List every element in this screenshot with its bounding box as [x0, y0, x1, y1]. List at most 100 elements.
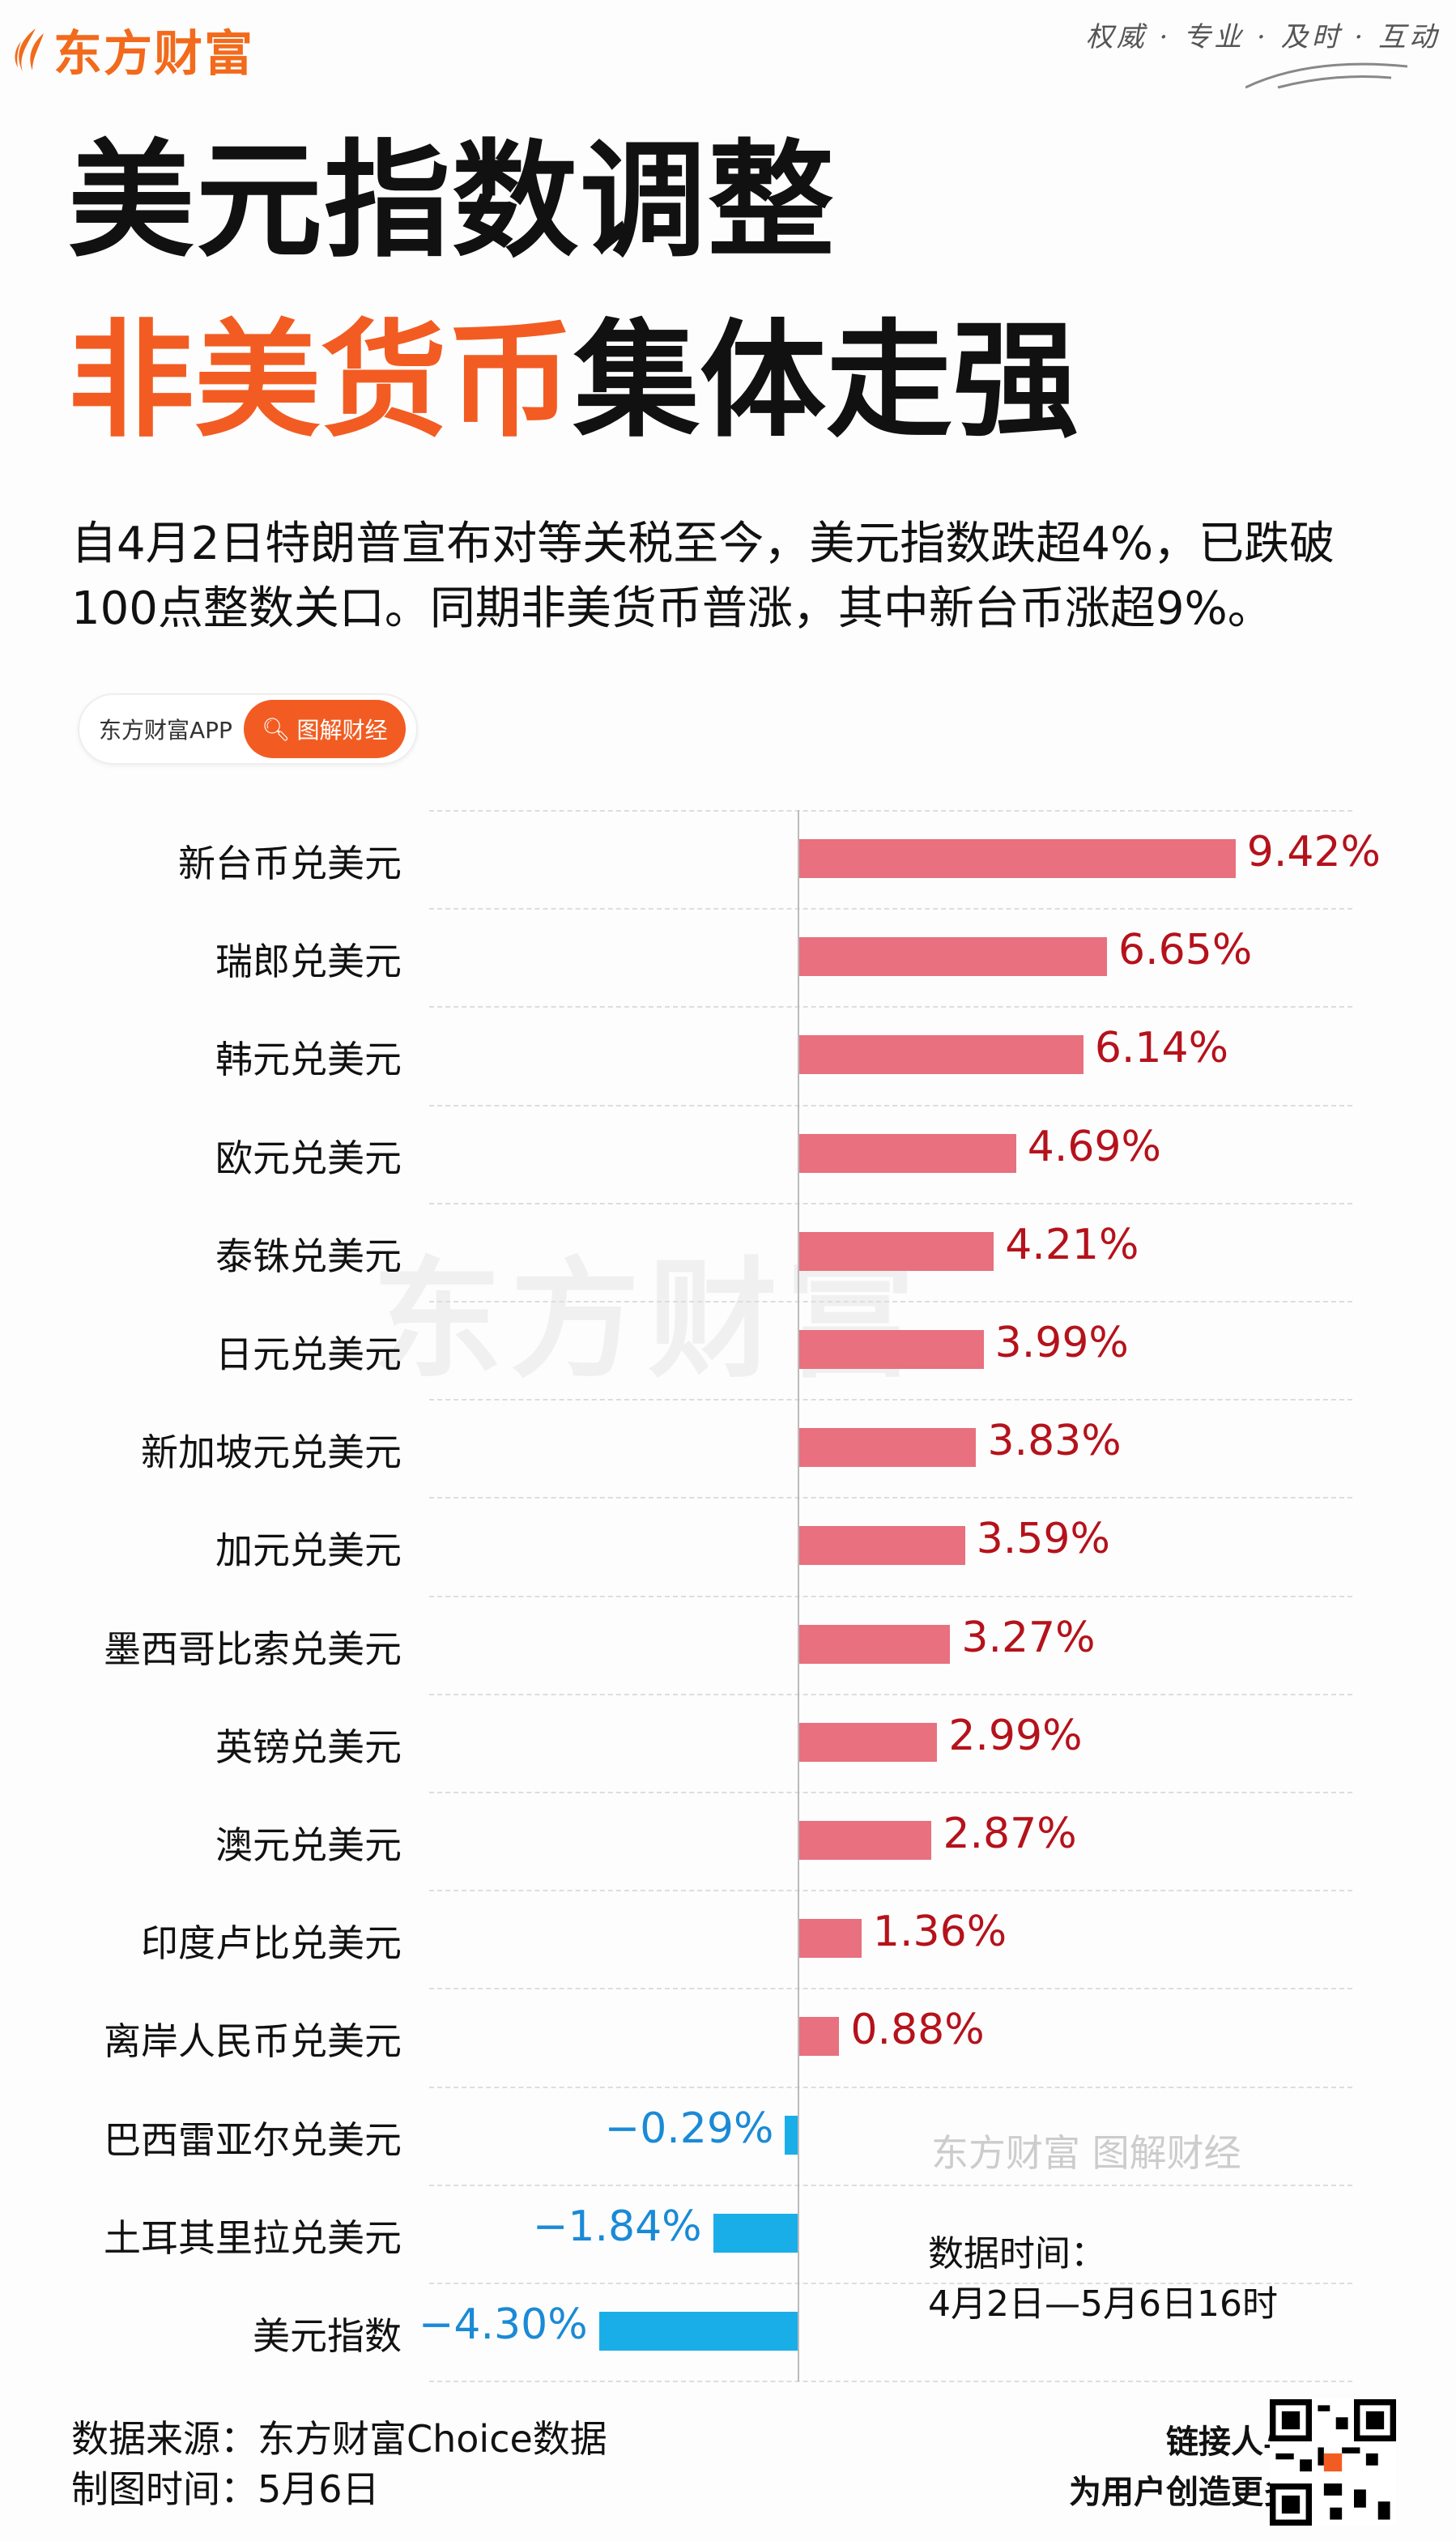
category-label: 瑞郎兑美元: [215, 940, 402, 984]
qr-code-icon[interactable]: [1270, 2398, 1396, 2527]
value-label: 9.42%: [1246, 828, 1381, 876]
chart-row: 韩元兑美元 6.14%: [0, 1006, 1456, 1104]
category-label: 加元兑美元: [215, 1528, 402, 1573]
category-label: 巴西雷亚尔兑美元: [104, 2117, 402, 2162]
swoosh-decoration: [1245, 62, 1407, 89]
category-label: 印度卢比兑美元: [141, 1921, 402, 1966]
chart-row: 美元指数 −4.30%: [0, 2283, 1456, 2381]
gridline: [429, 1006, 1352, 1008]
value-label: 2.99%: [948, 1711, 1083, 1760]
watermark-small: 东方财富 图解财经: [931, 2131, 1241, 2175]
data-source: 数据来源：东方财富Choice数据: [71, 2417, 607, 2461]
value-label: −1.84%: [532, 2202, 702, 2251]
gridline: [429, 1988, 1352, 1990]
bar: [798, 1919, 862, 1959]
bar: [798, 937, 1108, 977]
search-button[interactable]: 🔍︎ 图解财经: [243, 700, 406, 758]
footer-left: 数据来源：东方财富Choice数据 制图时间：5月6日: [71, 2414, 607, 2514]
gridline: [429, 1399, 1352, 1401]
bar: [798, 1231, 994, 1271]
value-label: −4.30%: [418, 2300, 588, 2349]
category-label: 土耳其里拉兑美元: [104, 2215, 402, 2260]
bar: [798, 1624, 951, 1664]
category-label: 墨西哥比索兑美元: [104, 1626, 402, 1671]
bar: [785, 2115, 798, 2155]
gridline: [429, 1202, 1352, 1204]
chart-row: 日元兑美元 3.99%: [0, 1301, 1456, 1399]
app-name: 东方财富APP: [99, 717, 232, 744]
bar: [798, 1035, 1083, 1075]
chart-row: 加元兑美元 3.59%: [0, 1497, 1456, 1595]
chart-row: 英镑兑美元 2.99%: [0, 1693, 1456, 1792]
value-label: 3.27%: [961, 1613, 1096, 1662]
chart-row: 新台币兑美元 9.42%: [0, 810, 1456, 908]
gridline: [429, 2381, 1352, 2383]
brand-name: 东方财富: [53, 26, 254, 83]
chart-row: 离岸人民币兑美元 0.88%: [0, 1988, 1456, 2086]
app-search-pill[interactable]: 东方财富APP 🔍︎ 图解财经: [78, 693, 418, 765]
category-label: 欧元兑美元: [215, 1136, 402, 1180]
zero-axis: [798, 810, 799, 2381]
category-label: 泰铢兑美元: [215, 1234, 402, 1278]
category-label: 美元指数: [253, 2314, 402, 2358]
made-date: 制图时间：5月6日: [71, 2467, 380, 2511]
value-label: 2.87%: [943, 1810, 1077, 1858]
search-label: 图解财经: [296, 717, 388, 744]
title-line1: 美元指数调整: [68, 127, 836, 275]
category-label: 日元兑美元: [215, 1332, 402, 1376]
chart-row: 墨西哥比索兑美元 3.27%: [0, 1595, 1456, 1694]
value-label: 4.21%: [1005, 1220, 1139, 1269]
chart-row: 泰铢兑美元 4.21%: [0, 1202, 1456, 1301]
category-label: 新台币兑美元: [178, 842, 402, 885]
bar: [798, 1722, 938, 1762]
data-time-value: 4月2日—5月6日16时: [928, 2283, 1278, 2325]
title-highlight: 非美货币: [68, 307, 573, 454]
value-label: 3.59%: [976, 1515, 1110, 1564]
brand-logo: 东方财富: [11, 15, 254, 85]
data-time-label: 数据时间：: [928, 2233, 1106, 2275]
value-label: −0.29%: [604, 2104, 774, 2153]
data-time: 数据时间： 4月2日—5月6日16时: [928, 2229, 1278, 2330]
chart-row: 澳元兑美元 2.87%: [0, 1792, 1456, 1890]
gridline: [429, 1104, 1352, 1106]
gridline: [429, 2283, 1352, 2284]
value-label: 6.14%: [1094, 1024, 1229, 1073]
value-label: 3.99%: [994, 1319, 1129, 1367]
chart-row: 欧元兑美元 4.69%: [0, 1104, 1456, 1203]
category-label: 新加坡元兑美元: [141, 1430, 402, 1475]
category-label: 英镑兑美元: [215, 1725, 402, 1769]
search-icon: 🔍︎: [261, 715, 291, 743]
bar: [798, 1133, 1016, 1173]
chart-row: 巴西雷亚尔兑美元 −0.29%: [0, 2086, 1456, 2185]
value-label: 4.69%: [1027, 1122, 1161, 1171]
gridline: [429, 1890, 1352, 1892]
gridline: [429, 810, 1352, 812]
chart-row: 土耳其里拉兑美元 −1.84%: [0, 2184, 1456, 2283]
bar: [798, 1821, 932, 1860]
value-label: 0.88%: [850, 2006, 985, 2055]
category-label: 韩元兑美元: [215, 1038, 402, 1082]
title-line2: 非美货币集体走强: [68, 318, 1079, 444]
bar: [798, 1428, 977, 1468]
value-label: 1.36%: [872, 1908, 1007, 1957]
brand-slogan: 权威 · 专业 · 及时 · 互动: [1085, 21, 1440, 53]
subtitle: 自4月2日特朗普宣布对等关税至今，美元指数跌超4%，已跌破100点整数关口。同期…: [71, 518, 1335, 635]
gridline: [429, 2184, 1352, 2186]
chart-row: 新加坡元兑美元 3.83%: [0, 1399, 1456, 1497]
bar: [713, 2213, 798, 2253]
bar: [798, 1330, 984, 1369]
gridline: [429, 1301, 1352, 1302]
category-label: 澳元兑美元: [215, 1823, 402, 1867]
bar: [798, 1526, 965, 1566]
gridline: [429, 1595, 1352, 1597]
bar: [798, 2017, 840, 2057]
gridline: [429, 1497, 1352, 1499]
value-label: 6.65%: [1118, 926, 1253, 975]
bar: [798, 839, 1236, 878]
gridline: [429, 908, 1352, 910]
flame-logo-icon: [15, 28, 44, 72]
value-label: 3.83%: [987, 1417, 1122, 1466]
category-label: 离岸人民币兑美元: [104, 2019, 402, 2064]
chart-row: 瑞郎兑美元 6.65%: [0, 908, 1456, 1006]
bar: [598, 2312, 798, 2351]
